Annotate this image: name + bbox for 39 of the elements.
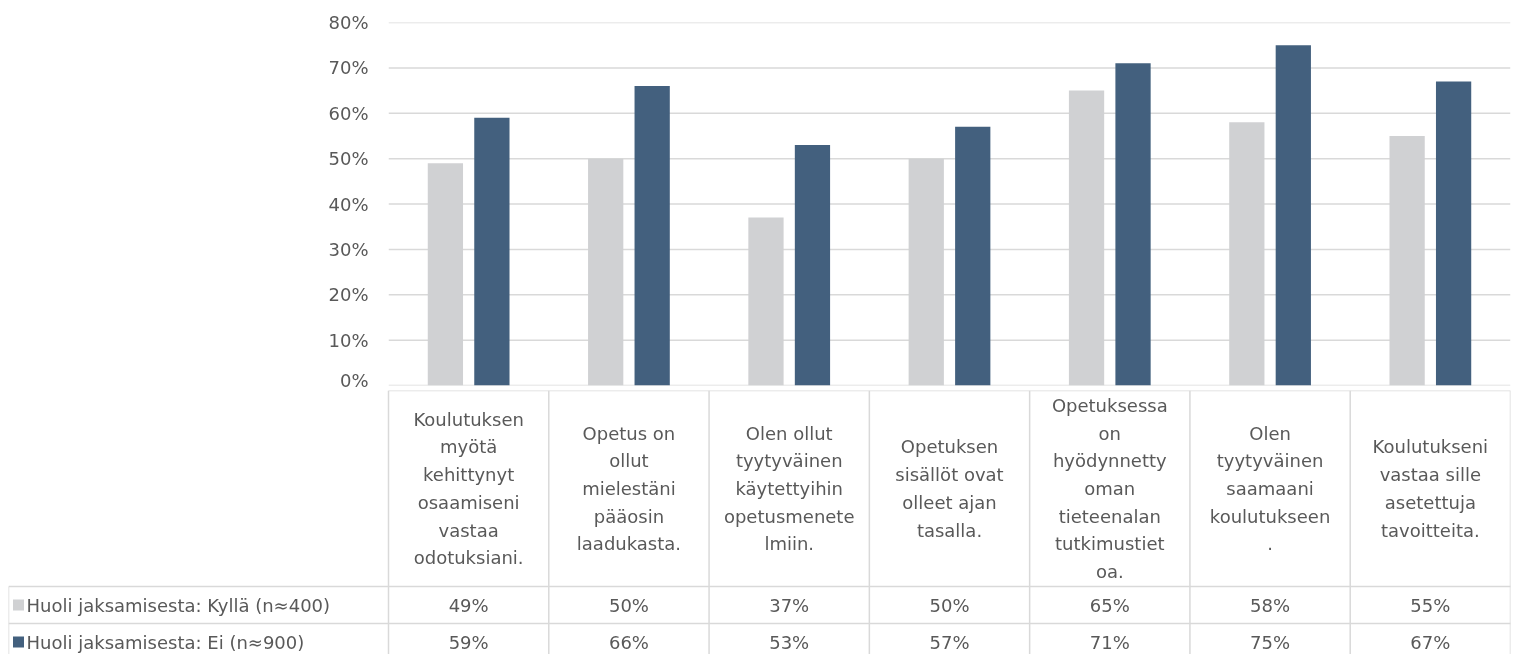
bar [1435,81,1472,386]
y-tick-label: 40% [328,193,369,215]
x-tick-label: Koulutukseni vastaa sille asetettuja tavoitteita. [1372,436,1489,541]
legend-label: Huoli jaksamisesta: Kyllä (n≈400) [26,594,331,616]
data-label: 57% [929,631,970,653]
bar [634,86,670,386]
data-label: 37% [769,594,810,616]
data-label: 55% [1410,594,1451,616]
data-label: 71% [1089,631,1130,653]
y-tick-label: 80% [328,12,369,33]
x-tick-label: Olen tyytyväinen saamaani koulutukseen. [1209,422,1331,555]
y-tick-label: 70% [328,57,369,79]
bar [1115,63,1151,386]
data-label: 50% [608,594,649,616]
data-label: 59% [448,631,489,653]
y-tick-label: 50% [328,148,369,170]
data-label: 58% [1250,594,1291,616]
y-tick-label: 10% [328,329,369,351]
data-label: 75% [1250,631,1291,653]
x-tick-label: Olen ollut tyytyväinen käytettyihin opetusmenetelmiin. [723,422,855,555]
bar [474,117,510,386]
y-tick-label: 30% [328,238,369,260]
x-tick-label: Opetuksessa on hyödynnetty oman tieteenalan tutkimustietoa. [1051,394,1168,583]
x-tick-label: Opetus on ollut mielestäni pääosin laadukasta. [576,422,682,555]
y-tick-label: 60% [328,102,369,124]
data-label: 50% [929,594,970,616]
data-label: 65% [1089,594,1130,616]
data-label: 49% [448,594,489,616]
bar [794,145,831,386]
data-label: 67% [1410,631,1451,653]
data-label: 53% [769,631,810,653]
legend-label: Huoli jaksamisesta: Ei (n≈900) [26,631,305,653]
bar [1275,45,1311,386]
x-tick-label: Koulutuksen myötä kehittynyt osaamiseni vastaa odotuksiani. [413,408,524,569]
y-tick-label: 0% [339,369,369,391]
x-tick-label: Opetuksen sisällöt ovat olleet ajan tasalla. [895,436,1004,541]
y-tick-label: 20% [328,284,369,306]
bar [955,126,991,386]
data-label: 66% [608,631,649,653]
